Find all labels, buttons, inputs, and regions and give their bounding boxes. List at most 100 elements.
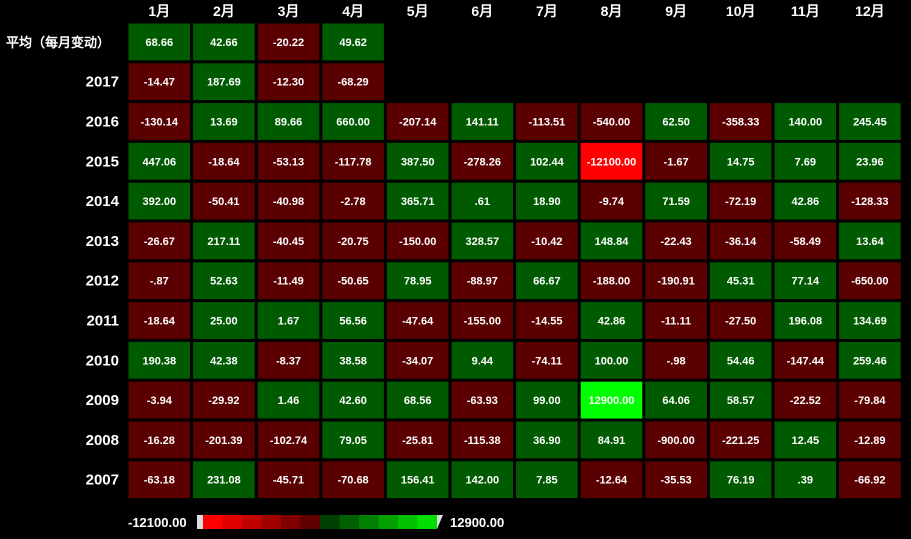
legend-swatch [242, 515, 262, 529]
cell-value: 141.11 [466, 117, 499, 129]
row-label: 2014 [86, 193, 120, 210]
legend-color-bar [197, 515, 443, 529]
cell-value: 328.57 [465, 236, 499, 248]
heatmap-cell [579, 181, 644, 221]
heatmap-cell [256, 22, 321, 62]
heatmap-cell [127, 301, 192, 340]
cell-value: 89.66 [275, 117, 303, 129]
cell-value: -188.00 [593, 276, 630, 288]
heatmap-cell [321, 221, 385, 261]
cell-value: -150.00 [399, 236, 436, 248]
heatmap-cells: 68.66 42.66 -20.22 49.62 -14.47 187.69 -12.30 -… [127, 22, 902, 500]
cell-value: -72.19 [725, 196, 756, 208]
cell-value: 64.06 [662, 395, 690, 407]
legend-handle-right[interactable] [437, 515, 443, 529]
legend-swatch [203, 515, 223, 529]
cell-value: -128.33 [851, 196, 888, 208]
cell-value: 9.44 [472, 355, 494, 367]
column-label: 9月 [665, 3, 687, 19]
heatmap-cell [192, 141, 256, 181]
heatmap-cell [644, 261, 708, 301]
heatmap-cell [450, 340, 515, 380]
heatmap-cell [773, 301, 838, 340]
cell-value: -12.89 [854, 435, 885, 447]
cell-value: 190.38 [142, 355, 176, 367]
heatmap-cell [515, 221, 579, 261]
cell-value: 365.71 [401, 196, 435, 208]
cell-value: 660.00 [336, 117, 370, 129]
cell-value: 99.00 [533, 395, 561, 407]
cell-value: -358.33 [722, 117, 759, 129]
heatmap-cell [515, 460, 579, 500]
cell-value: -10.42 [531, 236, 562, 248]
cell-value: 217.11 [207, 236, 240, 248]
row-labels: 平均（每月变动） 2017 2016 2015 2014 2013 2012 2011 2010… [6, 35, 120, 489]
legend-swatch [378, 515, 398, 529]
cell-value: -70.68 [337, 475, 368, 487]
heatmap-cell [773, 261, 838, 301]
cell-value: -66.92 [854, 475, 885, 487]
cell-value: -115.38 [464, 435, 501, 447]
cell-value: 71.59 [662, 196, 690, 208]
heatmap-cell [708, 261, 773, 301]
heatmap-cell [450, 181, 515, 221]
legend-swatch [281, 515, 301, 529]
heatmap-cell [385, 181, 450, 221]
cell-value: -190.91 [657, 276, 694, 288]
heatmap-cell [256, 460, 321, 500]
heatmap-cell [127, 141, 192, 181]
heatmap-cell [192, 380, 256, 420]
cell-value: -20.75 [337, 236, 368, 248]
heatmap-cell [515, 261, 579, 301]
heatmap-cell [773, 181, 838, 221]
cell-value: 23.96 [856, 156, 884, 168]
heatmap-cell [256, 221, 321, 261]
heatmap-cell [838, 380, 902, 420]
heatmap-cell [838, 102, 902, 141]
heatmap-cell [256, 261, 321, 301]
heatmap-cell [192, 181, 256, 221]
legend-swatch [222, 515, 242, 529]
cell-value: 259.46 [853, 355, 887, 367]
row-label: 2013 [86, 233, 119, 250]
heatmap-cell [838, 261, 902, 301]
heatmap-cell [515, 181, 579, 221]
cell-value: -63.18 [144, 475, 175, 487]
heatmap-cell [385, 102, 450, 141]
cell-value: 49.62 [339, 37, 367, 49]
row-label: 2011 [86, 313, 119, 330]
heatmap-cell [644, 301, 708, 340]
heatmap-cell [515, 420, 579, 460]
cell-value: -9.74 [599, 196, 625, 208]
cell-value: 7.85 [536, 475, 557, 487]
heatmap-cell [773, 460, 838, 500]
column-label: 5月 [407, 3, 429, 19]
cell-value: -102.74 [270, 435, 308, 447]
heatmap-cell [256, 62, 321, 102]
heatmap-cell [192, 102, 256, 141]
heatmap-cell [644, 460, 708, 500]
heatmap-cell [644, 221, 708, 261]
cell-value: 79.05 [339, 435, 367, 447]
cell-value: -8.37 [276, 355, 301, 367]
heatmap-cell [385, 340, 450, 380]
heatmap-cell [579, 141, 644, 181]
cell-value: -35.53 [660, 475, 691, 487]
heatmap-cell [515, 102, 579, 141]
heatmap-cell [127, 22, 192, 62]
heatmap-cell [644, 141, 708, 181]
legend-swatch [261, 515, 281, 529]
cell-value: .39 [798, 475, 813, 487]
heatmap-cell [838, 460, 902, 500]
row-label: 2016 [86, 114, 119, 131]
cell-value: -18.64 [208, 156, 240, 168]
cell-value: -68.29 [337, 77, 368, 89]
legend-handle-left[interactable] [197, 515, 203, 529]
heatmap-cell [450, 380, 515, 420]
heatmap-cell [708, 340, 773, 380]
cell-value: 36.90 [533, 435, 561, 447]
cell-value: 42.86 [792, 196, 820, 208]
cell-value: 1.67 [278, 316, 299, 328]
cell-value: -47.64 [402, 316, 434, 328]
heatmap-cell [256, 301, 321, 340]
